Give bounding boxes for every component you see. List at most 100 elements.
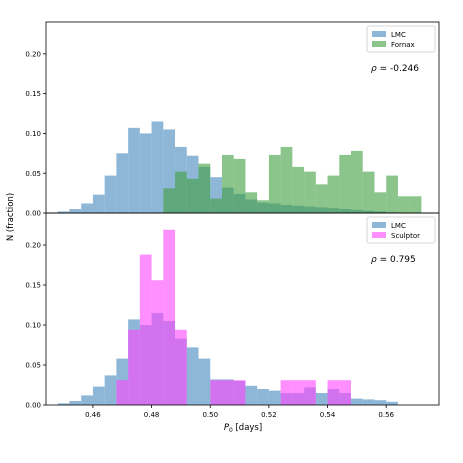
bar-lmc-1	[69, 209, 82, 213]
bar-lmc-28	[386, 401, 398, 405]
series-sculptor	[116, 229, 352, 405]
bar-fornax-19	[386, 175, 398, 213]
bar-lmc-26	[362, 399, 375, 405]
y-tick-label: 0.20	[25, 50, 41, 58]
bar-fornax-7	[245, 192, 258, 213]
bar-fornax-12	[304, 171, 316, 213]
bar-fornax-20	[397, 196, 410, 213]
bar-sculptor-0	[116, 380, 129, 405]
bar-fornax-4	[210, 198, 222, 213]
legend-label: Sculptor	[391, 232, 420, 240]
y-tick-label: 0.00	[25, 402, 41, 410]
bar-lmc-5	[116, 153, 129, 213]
bar-sculptor-9	[280, 380, 293, 405]
legend-swatch	[372, 31, 386, 37]
bar-lmc-3	[92, 194, 105, 213]
bar-lmc-0	[57, 403, 70, 405]
bar-fornax-17	[362, 171, 375, 213]
legend-label: LMC	[391, 31, 406, 39]
x-tick-label: 0.50	[202, 411, 218, 419]
bar-lmc-12	[198, 358, 211, 405]
bar-lmc-7	[139, 133, 152, 213]
bar-lmc-0	[57, 211, 70, 213]
y-tick-label: 0.15	[25, 90, 41, 98]
bar-lmc-1	[69, 401, 82, 405]
bar-fornax-11	[292, 166, 305, 213]
rho-symbol: ρ	[371, 64, 377, 74]
series-fornax	[163, 146, 422, 213]
y-tick-label: 0.05	[25, 170, 41, 178]
y-tick-label: 0.10	[25, 322, 41, 330]
bar-fornax-0	[163, 188, 176, 213]
x-axis-label-unit: [days]	[233, 423, 262, 433]
rho-symbol: ρ	[371, 255, 377, 265]
bar-lmc-16	[245, 385, 258, 405]
bar-sculptor-7	[221, 380, 234, 405]
bar-sculptor-5	[175, 329, 187, 405]
bar-sculptor-4	[163, 229, 176, 405]
y-axis-label: N (fraction)	[6, 193, 16, 241]
x-axis-label-base: P	[224, 423, 230, 433]
bar-fornax-2	[186, 178, 199, 213]
legend-swatch	[372, 222, 386, 228]
bar-sculptor-10	[292, 380, 305, 405]
bar-fornax-5	[221, 154, 234, 213]
bar-fornax-9	[268, 154, 281, 213]
bar-fornax-1	[175, 171, 187, 213]
correlation-annotation: ρ = -0.246	[371, 64, 419, 74]
bar-sculptor-13	[339, 380, 352, 405]
bar-lmc-17	[257, 389, 269, 405]
bar-fornax-13	[315, 184, 328, 213]
rho-value: = -0.246	[377, 64, 420, 74]
bar-lmc-27	[374, 400, 387, 405]
y-tick-label: 0.15	[25, 282, 41, 290]
legend-swatch	[372, 41, 386, 47]
bar-lmc-13	[210, 177, 222, 213]
bar-lmc-4	[104, 175, 117, 213]
bar-lmc-11	[186, 347, 199, 405]
x-axis-ticks: 0.46 0.48 0.50 0.52 0.54 0.56	[85, 405, 395, 419]
x-tick-label: 0.52	[261, 411, 277, 419]
legend-swatch	[372, 232, 386, 238]
x-tick-label: 0.56	[378, 411, 394, 419]
bar-lmc-18	[268, 390, 281, 405]
rho-value: = 0.795	[377, 255, 416, 265]
y-tick-label: 0.05	[25, 362, 41, 370]
bar-sculptor-3	[151, 280, 164, 405]
bar-fornax-6	[233, 158, 246, 213]
bar-fornax-15	[339, 154, 352, 213]
bar-sculptor-1	[128, 329, 140, 405]
bar-lmc-2	[81, 203, 93, 213]
bar-fornax-18	[374, 192, 387, 213]
bar-lmc-8	[151, 121, 164, 213]
bar-lmc-6	[128, 127, 140, 213]
x-tick-label: 0.54	[320, 411, 336, 419]
bar-sculptor-8	[233, 380, 246, 405]
bar-lmc-2	[81, 395, 93, 405]
top-panel: 0.00 0.05 0.10 0.15 0.20 LMC Fornax ρ = -0.246	[25, 21, 440, 218]
bar-fornax-21	[409, 196, 422, 213]
bar-sculptor-6	[210, 380, 222, 405]
bar-lmc-4	[104, 375, 117, 405]
bar-fornax-16	[351, 150, 363, 213]
x-tick-label: 0.48	[144, 411, 160, 419]
y-tick-label: 0.20	[25, 242, 41, 250]
x-tick-label: 0.46	[85, 411, 101, 419]
legend-label: LMC	[391, 222, 406, 230]
legend: LMC Sculptor	[366, 216, 436, 244]
bar-lmc-3	[92, 386, 105, 405]
bar-lmc-9	[163, 129, 176, 213]
x-axis-label-subscript: 0	[229, 427, 233, 434]
bar-lmc-25	[351, 398, 363, 405]
bar-sculptor-2	[139, 254, 152, 405]
bar-sculptor-12	[327, 380, 340, 405]
bar-fornax-3	[198, 163, 211, 213]
y-tick-label: 0.00	[25, 210, 41, 218]
bar-fornax-14	[327, 175, 340, 213]
correlation-annotation: ρ = 0.795	[371, 255, 416, 265]
x-axis-label: P0 [days]	[224, 423, 262, 434]
legend-label: Fornax	[391, 41, 415, 49]
bottom-panel: 0.00 0.05 0.10 0.15 0.20 LMC Sculptor ρ = 0.795	[25, 212, 440, 410]
bar-fornax-10	[280, 146, 293, 213]
